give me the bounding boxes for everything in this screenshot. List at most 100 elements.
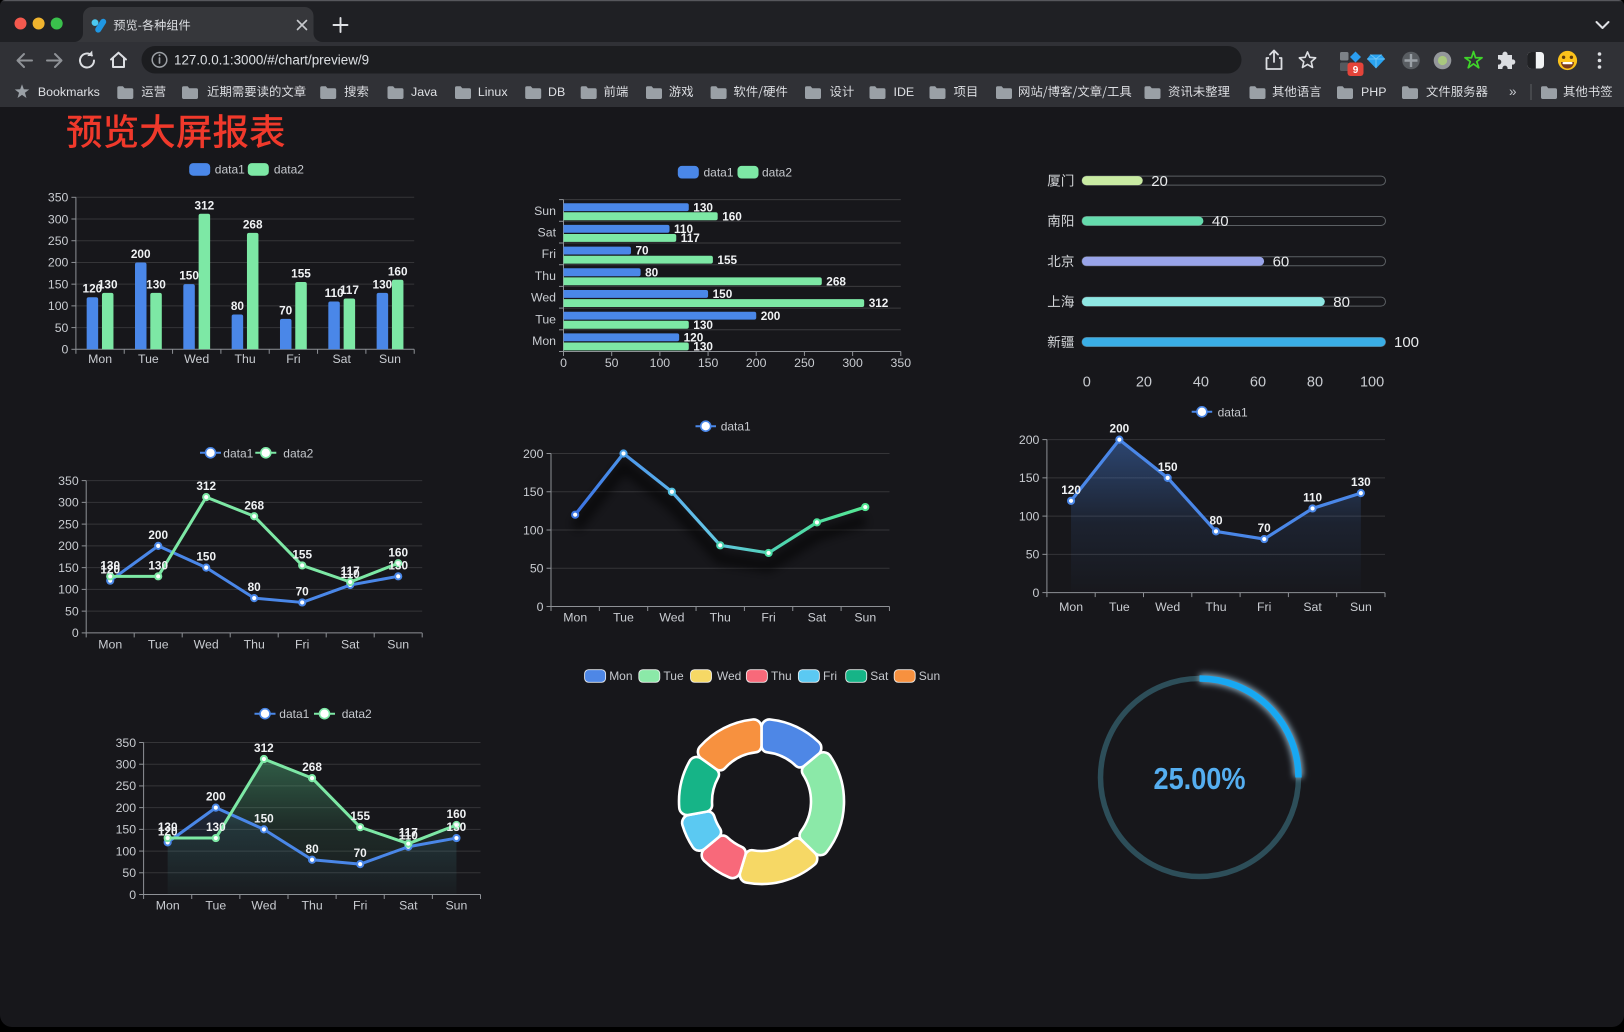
svg-text:data2: data2 [762, 165, 792, 179]
svg-text:80: 80 [231, 299, 245, 313]
svg-text:200: 200 [58, 539, 79, 553]
svg-text:data1: data1 [704, 165, 734, 179]
svg-text:data1: data1 [223, 446, 253, 460]
svg-text:300: 300 [58, 496, 79, 510]
svg-text:Mon: Mon [156, 899, 180, 913]
svg-text:data1: data1 [1218, 405, 1248, 419]
svg-text:110: 110 [325, 286, 344, 300]
svg-text:130: 130 [693, 200, 713, 214]
svg-text:Fri: Fri [353, 899, 367, 913]
svg-text:20: 20 [1136, 375, 1152, 391]
svg-text:150: 150 [179, 269, 199, 283]
svg-text:Wed: Wed [531, 291, 556, 305]
svg-text:Thu: Thu [710, 611, 731, 625]
svg-text:350: 350 [891, 356, 912, 370]
svg-text:Java: Java [411, 85, 437, 99]
svg-text:0: 0 [1033, 586, 1040, 600]
svg-text:60: 60 [1250, 375, 1266, 391]
svg-text:150: 150 [713, 287, 733, 301]
svg-text:Wed: Wed [717, 669, 741, 683]
svg-text:Tue: Tue [148, 637, 169, 651]
svg-text:117: 117 [340, 283, 359, 297]
svg-text:200: 200 [746, 356, 767, 370]
svg-text:Mon: Mon [563, 611, 587, 625]
svg-text:Tue: Tue [205, 899, 226, 913]
svg-text:100: 100 [523, 523, 544, 537]
svg-text:50: 50 [65, 604, 79, 618]
svg-text:40: 40 [1193, 375, 1209, 391]
svg-text:60: 60 [1273, 254, 1290, 271]
svg-text:155: 155 [292, 548, 312, 562]
svg-text:130: 130 [206, 820, 226, 834]
svg-text:100: 100 [1360, 375, 1384, 391]
svg-text:Sat: Sat [538, 226, 557, 240]
svg-text:127.0.0.1:3000/#/chart/preview: 127.0.0.1:3000/#/chart/preview/9 [174, 53, 369, 68]
svg-text:Bookmarks: Bookmarks [38, 85, 100, 99]
svg-text:0: 0 [1083, 375, 1091, 391]
svg-text:Sat: Sat [332, 352, 351, 366]
svg-text:Wed: Wed [194, 637, 219, 651]
svg-text:Thu: Thu [535, 269, 556, 283]
svg-text:Sun: Sun [387, 637, 409, 651]
svg-text:150: 150 [523, 485, 544, 499]
svg-text:130: 130 [158, 820, 178, 834]
svg-text:Fri: Fri [761, 611, 775, 625]
svg-text:300: 300 [116, 758, 137, 772]
svg-text:155: 155 [291, 267, 311, 281]
svg-text:120: 120 [1061, 483, 1081, 497]
svg-text:120: 120 [83, 282, 103, 296]
svg-text:Thu: Thu [771, 669, 792, 683]
svg-text:268: 268 [244, 498, 264, 512]
svg-text:80: 80 [1333, 294, 1350, 311]
svg-text:160: 160 [388, 545, 408, 559]
svg-text:150: 150 [48, 278, 69, 292]
svg-text:Sat: Sat [808, 611, 827, 625]
svg-text:150: 150 [1019, 471, 1040, 485]
svg-text:200: 200 [116, 801, 137, 815]
svg-text:160: 160 [722, 209, 742, 223]
svg-text:250: 250 [116, 779, 137, 793]
svg-text:9: 9 [1353, 65, 1359, 76]
svg-text:Sun: Sun [534, 204, 556, 218]
svg-text:160: 160 [447, 807, 467, 821]
svg-text:268: 268 [826, 275, 846, 289]
svg-text:130: 130 [447, 820, 467, 834]
svg-text:data1: data1 [215, 163, 245, 177]
svg-text:data2: data2 [342, 707, 372, 721]
svg-text:130: 130 [98, 277, 118, 291]
svg-text:Thu: Thu [234, 352, 255, 366]
svg-text:312: 312 [254, 741, 274, 755]
svg-text:130: 130 [148, 558, 168, 572]
svg-text:117: 117 [341, 564, 360, 578]
svg-text:155: 155 [717, 253, 737, 267]
svg-text:70: 70 [636, 244, 650, 258]
svg-text:Fri: Fri [823, 669, 837, 683]
svg-text:Sat: Sat [870, 669, 889, 683]
svg-text:70: 70 [1258, 521, 1272, 535]
svg-text:Thu: Thu [244, 637, 265, 651]
svg-text:200: 200 [206, 790, 226, 804]
svg-text:120: 120 [158, 824, 178, 838]
svg-text:50: 50 [122, 866, 136, 880]
svg-text:200: 200 [148, 528, 168, 542]
svg-text:data1: data1 [279, 707, 309, 721]
svg-text:312: 312 [869, 296, 889, 310]
svg-text:350: 350 [48, 191, 69, 205]
svg-text:Sun: Sun [379, 352, 401, 366]
svg-text:110: 110 [399, 829, 418, 843]
svg-text:150: 150 [116, 823, 137, 837]
svg-text:250: 250 [794, 356, 815, 370]
svg-text:Wed: Wed [1155, 600, 1180, 614]
svg-text:Fri: Fri [1257, 600, 1271, 614]
svg-text:Tue: Tue [613, 611, 634, 625]
svg-text:150: 150 [1158, 460, 1178, 474]
svg-text:70: 70 [354, 846, 368, 860]
svg-text:200: 200 [131, 247, 151, 261]
svg-text:Fri: Fri [286, 352, 300, 366]
svg-text:300: 300 [48, 212, 69, 226]
svg-text:40: 40 [1212, 213, 1229, 230]
svg-text:300: 300 [842, 356, 863, 370]
svg-text:80: 80 [248, 580, 262, 594]
svg-text:Wed: Wed [184, 352, 209, 366]
svg-text:Sun: Sun [1350, 600, 1372, 614]
